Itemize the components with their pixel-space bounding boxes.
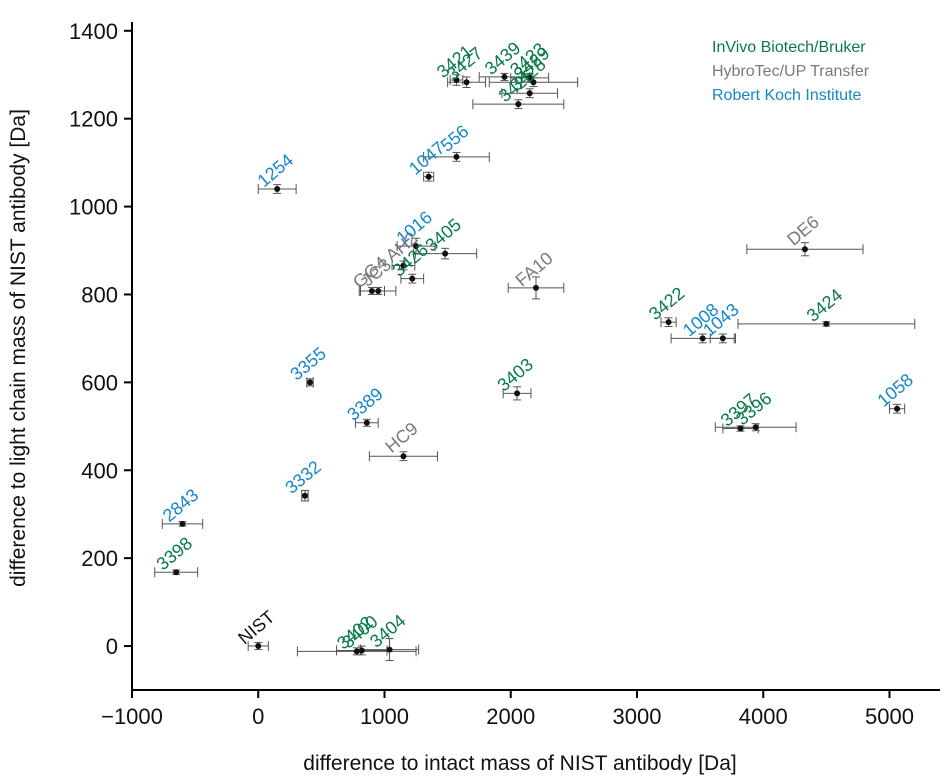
data-point — [274, 186, 281, 192]
data-point — [823, 320, 830, 327]
x-axis-title: difference to intact mass of NIST antibo… — [303, 752, 736, 775]
y-tick-label: 400 — [81, 458, 118, 483]
data-point — [515, 101, 522, 108]
point-label: 3403 — [493, 354, 537, 395]
data-point — [368, 287, 375, 294]
data-point — [665, 319, 672, 326]
legend-entry: Robert Koch Institute — [712, 87, 862, 104]
data-point — [801, 246, 808, 253]
legend-entry: HybroTec/UP Transfer — [712, 63, 870, 80]
data-point — [358, 647, 365, 654]
data-point — [526, 90, 533, 97]
data-point — [453, 77, 460, 84]
point-label: 3389 — [343, 384, 387, 425]
point-label: FA10 — [512, 248, 557, 290]
data-point — [400, 453, 407, 460]
x-tick-label: 1000 — [360, 704, 409, 729]
data-point — [363, 419, 370, 426]
data-point — [719, 335, 726, 342]
data-point — [737, 425, 744, 432]
axes: −1000 0 1000 2000 3000 4000 5000 0 200 400 600 800 1… — [69, 19, 940, 729]
data-point — [530, 79, 537, 86]
point-label: 3398 — [153, 533, 197, 574]
data-point — [400, 262, 407, 269]
data-point — [533, 284, 539, 291]
data-point — [375, 287, 382, 294]
data-point — [413, 243, 420, 250]
x-tick-label: 2000 — [486, 704, 535, 729]
data-point — [699, 335, 706, 342]
y-tick-label: 0 — [106, 634, 118, 659]
point-label: 3355 — [286, 343, 330, 384]
x-tick-label: 0 — [252, 704, 264, 729]
x-tick-label: 5000 — [865, 704, 914, 729]
x-tick-label: 4000 — [739, 704, 788, 729]
data-point — [173, 569, 180, 576]
data-point — [307, 379, 314, 386]
data-point — [409, 275, 416, 282]
data-point — [442, 250, 449, 257]
data-point — [425, 173, 432, 180]
y-axis-title: difference to light chain mass of NIST a… — [7, 109, 30, 587]
data-point — [179, 520, 186, 527]
legend: InVivo Biotech/Bruker HybroTec/UP Transfe… — [712, 39, 870, 104]
data-point — [353, 648, 360, 655]
data-point — [301, 492, 308, 499]
y-tick-label: 1200 — [69, 107, 118, 132]
point-label: 3424 — [803, 285, 847, 326]
data-point — [894, 405, 901, 412]
data-point — [526, 74, 533, 81]
data-point — [752, 424, 759, 431]
data-points — [173, 73, 901, 655]
data-point — [463, 79, 470, 86]
data-point — [514, 390, 521, 397]
y-tick-label: 600 — [81, 370, 118, 395]
y-tick-label: 1400 — [69, 19, 118, 44]
data-point — [255, 643, 262, 650]
point-labels: NIST33982843333233551254HC93389GG4JC3AH2… — [153, 38, 917, 653]
point-label: 3396 — [732, 388, 776, 429]
data-point — [453, 153, 460, 160]
error-bars — [154, 71, 916, 662]
y-tick-label: 200 — [81, 546, 118, 571]
point-label: DE6 — [783, 212, 823, 250]
legend-entry: InVivo Biotech/Bruker — [712, 39, 866, 56]
point-label: 3332 — [281, 457, 325, 498]
y-tick-label: 1000 — [69, 195, 118, 220]
data-point — [501, 73, 508, 80]
point-label: 2843 — [159, 485, 203, 526]
data-point — [386, 646, 393, 653]
y-tick-label: 800 — [81, 282, 118, 307]
point-label: HC9 — [381, 418, 421, 456]
x-tick-label: 3000 — [613, 704, 662, 729]
x-tick-label: −1000 — [101, 704, 163, 729]
